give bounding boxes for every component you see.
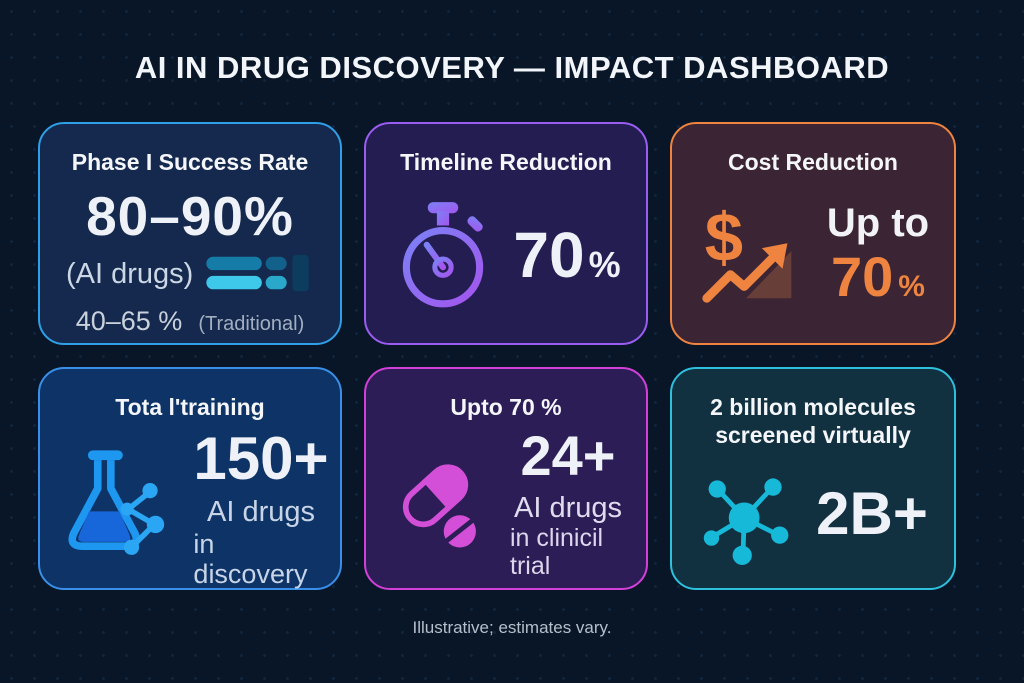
phase1-success-value: 80–90%	[86, 185, 294, 248]
training-value: 150+	[193, 425, 329, 493]
clinical-line1: AI drugs	[514, 491, 622, 524]
comparison-bars-icon	[202, 252, 314, 296]
traditional-row: 40–65 % (Traditional)	[60, 306, 320, 337]
dollar-trend-icon: $	[697, 196, 809, 314]
timeline-unit: %	[588, 243, 621, 285]
card-title: Upto 70 %	[450, 394, 562, 420]
impact-dashboard: AI IN DRUG DISCOVERY — IMPACT DASHBOARD …	[38, 50, 1024, 637]
training-line1: AI drugs	[207, 496, 315, 529]
card-title: Tota l'training	[115, 394, 265, 420]
cost-unit: %	[898, 269, 925, 303]
cost-prefix: Up to	[826, 200, 930, 245]
cost-value: 70	[831, 244, 894, 308]
card-title-line1: 2 billion molecules	[710, 394, 916, 420]
page-title: AI IN DRUG DISCOVERY — IMPACT DASHBOARD	[134, 50, 890, 85]
stopwatch-icon	[391, 198, 495, 312]
card-title: Timeline Reduction	[400, 149, 612, 175]
screening-content: 2B+	[692, 453, 934, 574]
svg-text:$: $	[705, 198, 743, 275]
traditional-label: (Traditional)	[198, 313, 305, 336]
molecule-icon	[698, 462, 798, 566]
card-ai-drugs-in-discovery: Tota l'training	[38, 367, 342, 590]
training-line2: in discovery	[193, 528, 308, 589]
clinical-value: 24+	[520, 424, 616, 488]
cost-content: $ Up to 70 %	[692, 180, 934, 329]
timeline-content: 70 %	[386, 180, 626, 329]
ai-drugs-label: (AI drugs)	[66, 257, 194, 290]
timeline-value: 70	[513, 218, 585, 291]
card-title: Cost Reduction	[728, 149, 898, 175]
traditional-value: 40–65 %	[75, 306, 183, 337]
card-ai-drugs-in-clinical-trial: Upto 70 % 24+ AI drugs in clinic	[364, 367, 648, 590]
clinical-content: 24+ AI drugs in clinicil trial	[386, 424, 626, 581]
screening-value: 2B+	[816, 480, 928, 548]
footnote: Illustrative; estimates vary.	[412, 618, 612, 637]
card-title: Phase I Success Rate	[71, 149, 309, 175]
cards-grid: Phase I Success Rate 80–90% (AI drugs) 4…	[38, 122, 1024, 590]
training-content: 150+ AI drugs in discovery	[60, 425, 329, 589]
flask-icon	[51, 446, 175, 568]
card-title-line2: screened virtually	[715, 422, 911, 449]
clinical-line2: in clinicil trial	[510, 524, 604, 581]
card-cost-reduction: Cost Reduction $ Up to 70 %	[670, 122, 956, 345]
card-phase1-success-rate: Phase I Success Rate 80–90% (AI drugs) 4…	[38, 122, 342, 345]
card-title: 2 billion molecules screened virtually	[692, 393, 934, 449]
card-timeline-reduction: Timeline Reduction	[364, 122, 648, 345]
pill-icon	[386, 447, 492, 559]
ai-drugs-row: (AI drugs)	[60, 252, 320, 296]
card-molecules-screened: 2 billion molecules screened virtually	[670, 367, 956, 590]
